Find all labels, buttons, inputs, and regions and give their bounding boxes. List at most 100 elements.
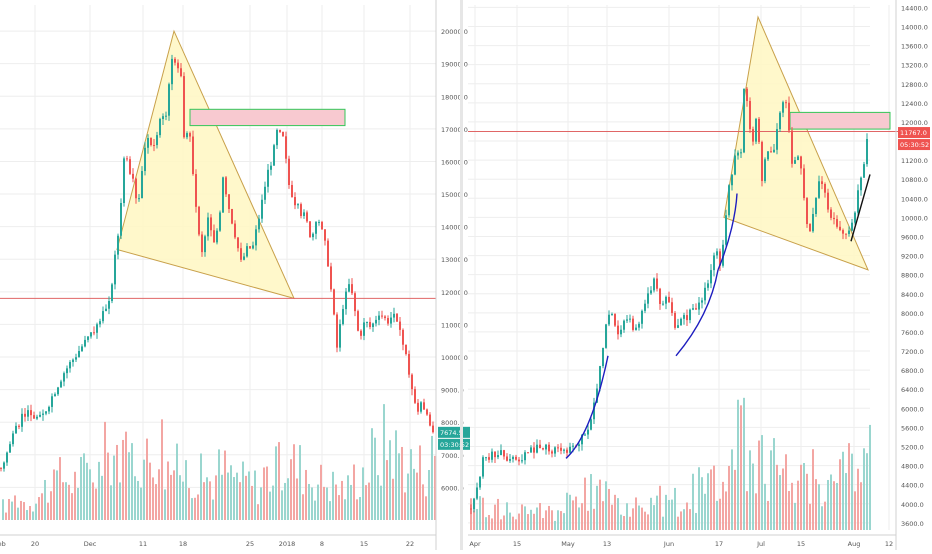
candle-body xyxy=(147,138,149,148)
y-tick-label: 15000.0 xyxy=(441,191,468,199)
volume-bar xyxy=(413,468,415,520)
y-tick-label: 5600.0 xyxy=(901,424,924,432)
candle-body xyxy=(354,293,356,312)
volume-bar xyxy=(353,464,355,520)
candle-body xyxy=(18,425,20,427)
y-tick-label: 6800.0 xyxy=(901,367,924,375)
candle-body xyxy=(692,308,694,310)
resistance-zone xyxy=(789,111,891,130)
candle-body xyxy=(141,171,143,199)
candle-body xyxy=(249,246,251,249)
candle-body xyxy=(848,230,850,234)
y-tick-label: 4000.0 xyxy=(901,501,924,509)
volume-bar xyxy=(575,496,577,530)
volume-bar xyxy=(311,487,313,520)
volume-bar xyxy=(365,485,367,520)
volume-bar xyxy=(512,516,514,530)
x-tick-label: Jul xyxy=(756,540,765,548)
candle-body xyxy=(252,245,254,249)
volume-bar xyxy=(650,497,652,530)
volume-bar xyxy=(59,457,61,520)
volume-bar xyxy=(293,444,295,520)
parabolic-curve xyxy=(717,193,738,271)
candle-body xyxy=(689,309,691,321)
candle-body xyxy=(21,413,23,427)
volume-bar xyxy=(50,491,52,520)
volume-bar xyxy=(782,468,784,530)
volume-bar xyxy=(539,503,541,530)
volume-bar xyxy=(251,485,253,520)
x-tick-label: May xyxy=(561,540,575,548)
volume-bar xyxy=(419,445,421,520)
x-tick-label: Jun xyxy=(663,540,674,548)
candle-body xyxy=(656,278,658,289)
volume-bar xyxy=(83,453,85,520)
volume-bar xyxy=(485,517,487,530)
candle-body xyxy=(746,88,748,102)
volume-bar xyxy=(356,499,358,520)
y-tick-label: 16000.0 xyxy=(441,158,468,166)
candle-body xyxy=(306,212,308,222)
candle-body xyxy=(566,449,568,453)
volume-bar xyxy=(77,487,79,520)
volume-bar xyxy=(341,480,343,520)
triangle-pattern xyxy=(723,15,869,271)
candle-body xyxy=(482,457,484,477)
candle-body xyxy=(261,199,263,219)
volume-bar xyxy=(611,504,613,530)
countdown-label: 03:30:52 xyxy=(440,441,469,449)
candle-body xyxy=(99,321,101,325)
volume-bar xyxy=(35,503,37,520)
volume-bar xyxy=(239,482,241,520)
candle-body xyxy=(824,183,826,193)
volume-bar xyxy=(209,481,211,520)
volume-bar xyxy=(179,475,181,520)
volume-bar xyxy=(122,439,124,520)
candle-body xyxy=(33,415,35,419)
volume-bar xyxy=(227,472,229,520)
volume-bar xyxy=(278,442,280,520)
candle-body xyxy=(258,218,260,230)
volume-bar xyxy=(149,462,151,520)
candle-body xyxy=(668,296,670,303)
volume-bar xyxy=(737,399,739,530)
candle-body xyxy=(282,131,284,137)
volume-bar xyxy=(383,404,385,520)
candle-body xyxy=(243,256,245,260)
candle-body xyxy=(797,156,799,161)
volume-bar xyxy=(617,498,619,530)
candle-body xyxy=(800,156,802,169)
candle-body xyxy=(144,147,146,172)
candle-body xyxy=(743,88,745,153)
candle-body xyxy=(608,314,610,325)
candle-body xyxy=(611,314,613,316)
candle-body xyxy=(69,362,71,369)
last-price-tag xyxy=(438,426,470,438)
volume-bar xyxy=(680,511,682,530)
y-tick-label: 13200.0 xyxy=(901,62,928,70)
candle-body xyxy=(713,255,715,271)
candle-body xyxy=(171,58,173,85)
volume-bar xyxy=(629,516,631,530)
volume-bar xyxy=(233,477,235,520)
volume-bar xyxy=(134,476,136,520)
y-tick-label: 9200.0 xyxy=(901,253,924,261)
volume-bar xyxy=(470,498,472,530)
parabolic-curve xyxy=(565,355,609,459)
overlay-layer xyxy=(565,174,871,459)
volume-bar xyxy=(92,482,94,520)
candle-body xyxy=(770,151,772,153)
candle-body xyxy=(300,204,302,216)
volume-bar xyxy=(728,465,730,530)
candle-body xyxy=(479,476,481,488)
volume-bar xyxy=(662,516,664,530)
candle-body xyxy=(752,129,754,142)
volume-bar xyxy=(68,484,70,520)
x-tick-label: Aug xyxy=(848,540,861,548)
candle-body xyxy=(429,414,431,426)
candle-body xyxy=(827,192,829,210)
candle-body xyxy=(683,315,685,319)
volume-bar xyxy=(647,514,649,530)
volume-bar xyxy=(584,477,586,530)
